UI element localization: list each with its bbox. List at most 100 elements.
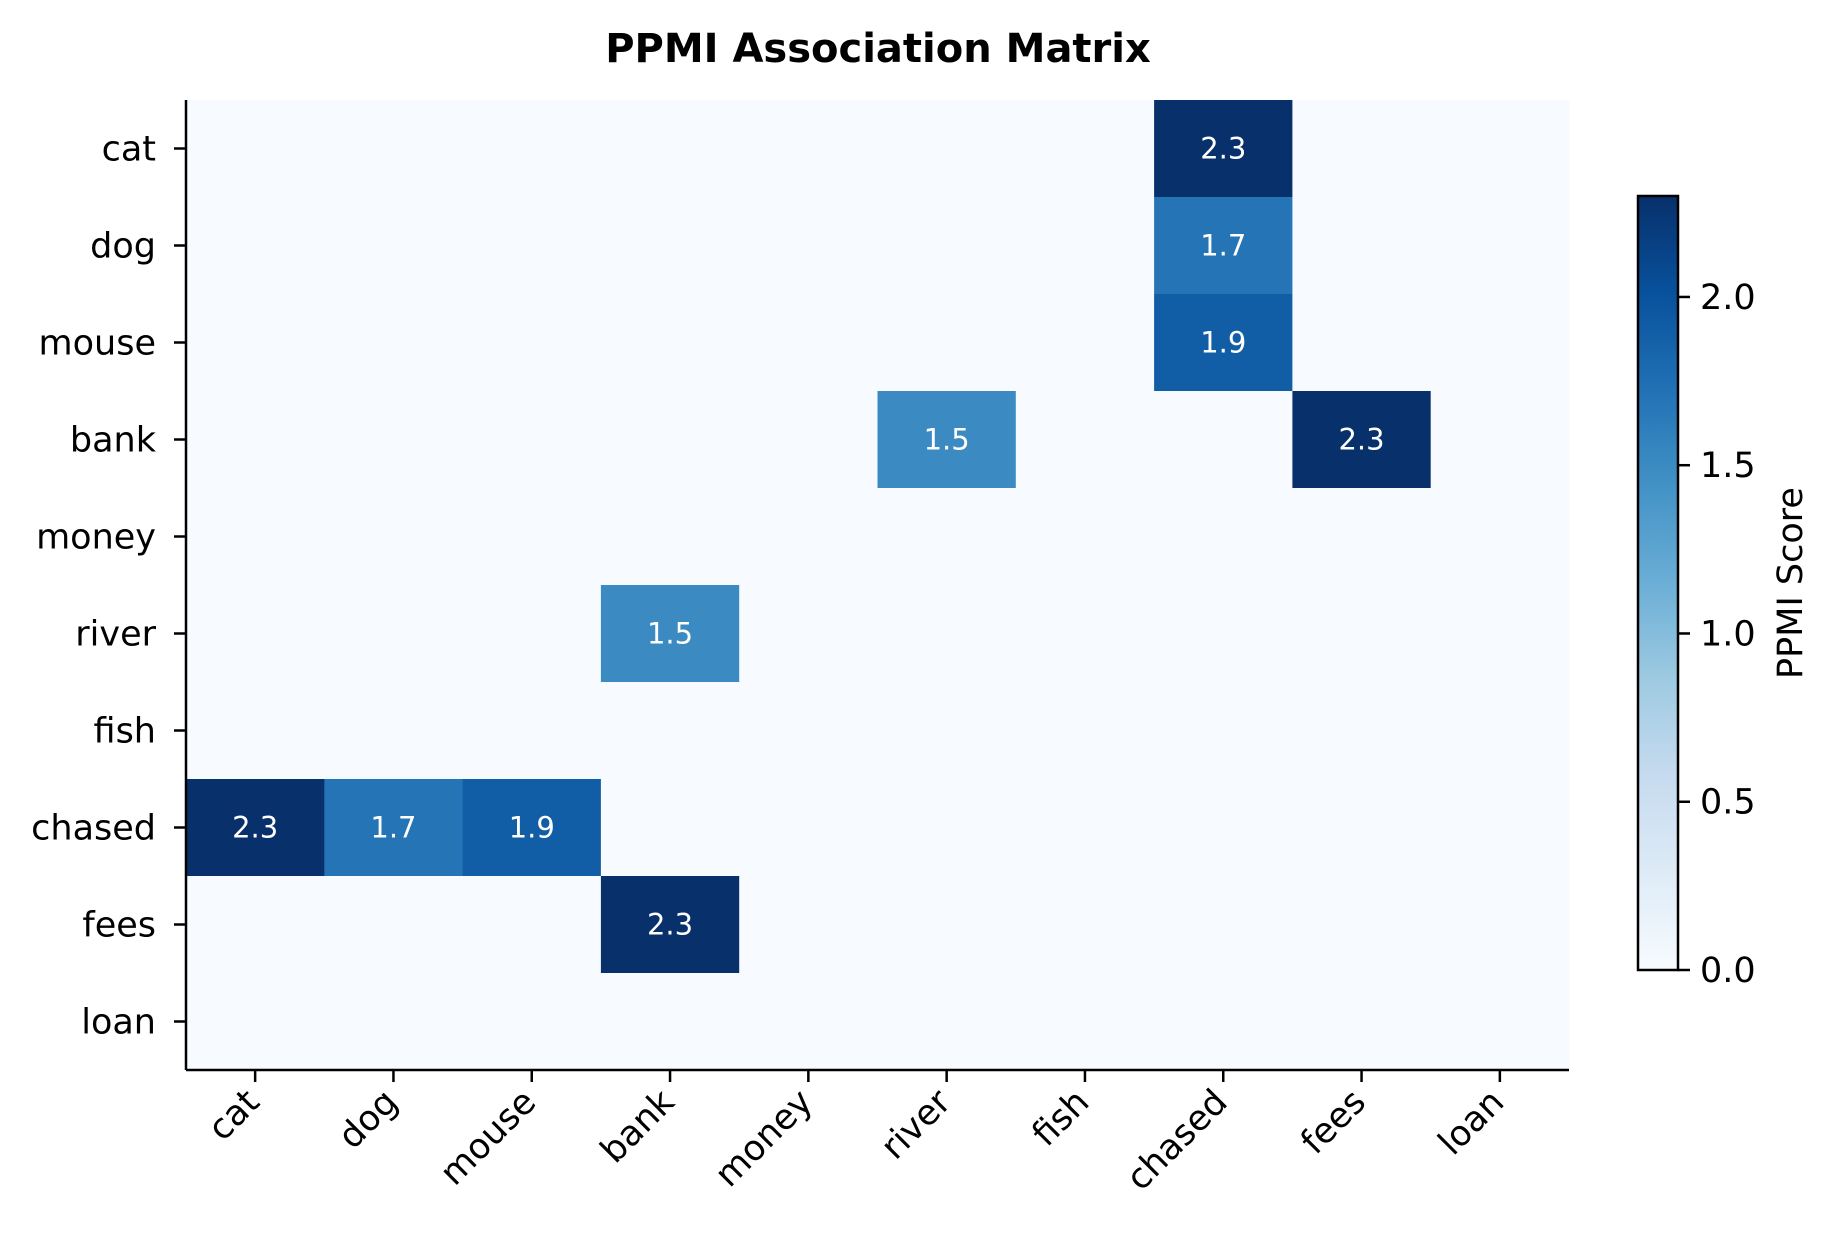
x-tick-label: chased [1119, 1082, 1236, 1199]
heatmap-cell-bank-money [739, 391, 879, 489]
colorbar: 0.0 0.5 1.0 1.5 2.0 [1636, 194, 1756, 991]
heatmap-cell-mouse-mouse [462, 294, 602, 392]
heatmap-cell-fees-fish [1015, 876, 1155, 974]
heatmap-cell-bank-fees [1292, 391, 1432, 489]
cell-value-label: 2.3 [647, 908, 693, 942]
heatmap-cell-money-bank [600, 488, 740, 586]
heatmap-cell-fish-money [739, 682, 879, 780]
heatmap-cell-river-chased [1154, 585, 1293, 683]
heatmap-cell-bank-cat [186, 391, 325, 489]
x-tick-label: money [708, 1082, 821, 1195]
x-tick-label: bank [593, 1082, 683, 1172]
chart-title: PPMI Association Matrix [605, 26, 1151, 72]
heatmap-cell-bank-river [877, 391, 1017, 489]
y-tick-label: cat [102, 130, 156, 170]
colorbar-tick-label: 1.5 [1700, 446, 1756, 486]
heatmap-cell-money-mouse [462, 488, 602, 586]
heatmap-cell-river-bank [600, 585, 740, 683]
heatmap-cell-fish-river [877, 682, 1017, 780]
heatmap-cell-mouse-fish [1015, 294, 1155, 392]
x-tick-label: cat [201, 1082, 268, 1149]
cell-value-label: 1.9 [1200, 326, 1246, 360]
heatmap-cell-fees-fees [1292, 876, 1432, 974]
heatmap-cell-money-fees [1292, 488, 1432, 586]
heatmap-cell-loan-bank [600, 973, 740, 1071]
heatmap-cell-dog-loan [1430, 197, 1570, 295]
heatmap-cell-mouse-river [877, 294, 1017, 392]
heatmap-cell-chased-cat [186, 779, 325, 877]
heatmap-cell-cat-river [877, 100, 1017, 198]
heatmap-cell-chased-money [739, 779, 879, 877]
heatmap-cell-cat-dog [324, 100, 464, 198]
heatmap-cell-fees-cat [186, 876, 325, 974]
heatmap-cell-fish-fees [1292, 682, 1432, 780]
heatmap-cell-fees-bank [600, 876, 740, 974]
x-tick-label: dog [331, 1082, 406, 1157]
heatmap-cell-mouse-money [739, 294, 879, 392]
heatmap-cell-fees-mouse [462, 876, 602, 974]
colorbar-gradient [1636, 194, 1680, 972]
heatmap-cell-money-money [739, 488, 879, 586]
heatmap-cell-river-loan [1430, 585, 1570, 683]
heatmap-cell-mouse-bank [600, 294, 740, 392]
cell-value-label: 1.5 [924, 423, 970, 457]
heatmap-cell-chased-fish [1015, 779, 1155, 877]
heatmap-cell-money-fish [1015, 488, 1155, 586]
heatmap-cell-cat-money [739, 100, 879, 198]
heatmap-cell-dog-money [739, 197, 879, 295]
cell-value-label: 2.3 [232, 811, 278, 845]
x-tick-label: mouse [433, 1082, 544, 1193]
x-tick-label: loan [1431, 1082, 1512, 1163]
heatmap-cell-money-chased [1154, 488, 1293, 586]
heatmap-cell-fish-mouse [462, 682, 602, 780]
x-tick-label: fees [1294, 1082, 1374, 1162]
heatmap-cell-river-fees [1292, 585, 1432, 683]
cell-value-label: 1.9 [509, 811, 555, 845]
colorbar-tick-label: 1.0 [1700, 614, 1756, 654]
heatmap-cell-dog-bank [600, 197, 740, 295]
heatmap-cell-cat-fees [1292, 100, 1432, 198]
heatmap-cell-loan-mouse [462, 973, 602, 1071]
heatmap-cell-cat-bank [600, 100, 740, 198]
heatmap-cell-chased-river [877, 779, 1017, 877]
heatmap-cell-fees-loan [1430, 876, 1570, 974]
heatmap-cell-river-dog [324, 585, 464, 683]
heatmap-cell-fees-river [877, 876, 1017, 974]
heatmap-cell-loan-cat [186, 973, 325, 1071]
heatmap-cell-loan-dog [324, 973, 464, 1071]
heatmap-cell-money-river [877, 488, 1017, 586]
heatmap-cell-chased-mouse [462, 779, 602, 877]
heatmap-cell-money-loan [1430, 488, 1570, 586]
heatmap-cell-loan-fish [1015, 973, 1155, 1071]
colorbar-label: PPMI Score [1771, 487, 1811, 679]
heatmap-cell-fees-money [739, 876, 879, 974]
heatmap-cell-dog-dog [324, 197, 464, 295]
heatmap-cell-cat-mouse [462, 100, 602, 198]
cell-value-label: 1.7 [370, 811, 416, 845]
heatmap-cell-chased-dog [324, 779, 464, 877]
y-tick-label: loan [81, 1003, 156, 1043]
y-tick-label: chased [31, 809, 156, 849]
y-tick-label: fish [94, 712, 156, 752]
heatmap-cell-river-cat [186, 585, 325, 683]
heatmap-cell-bank-dog [324, 391, 464, 489]
heatmap-cell-cat-cat [186, 100, 325, 198]
heatmap-cell-bank-bank [600, 391, 740, 489]
heatmap-cell-dog-river [877, 197, 1017, 295]
heatmap-cell-mouse-cat [186, 294, 325, 392]
heatmap-cell-dog-cat [186, 197, 325, 295]
heatmap-cell-fish-fish [1015, 682, 1155, 780]
heatmap-cell-loan-fees [1292, 973, 1432, 1071]
heatmap-cell-dog-fish [1015, 197, 1155, 295]
heatmap-cell-fish-chased [1154, 682, 1293, 780]
heatmap-cell-chased-bank [600, 779, 740, 877]
heatmap-cell-fish-bank [600, 682, 740, 780]
heatmap-cell-cat-chased [1154, 100, 1293, 198]
y-tick-label: fees [82, 906, 156, 946]
heatmap-cell-fees-chased [1154, 876, 1293, 974]
colorbar-tick-label: 0.0 [1700, 951, 1756, 991]
heatmap-cell-chased-fees [1292, 779, 1432, 877]
heatmap-cell-bank-mouse [462, 391, 602, 489]
heatmap-cell-bank-fish [1015, 391, 1155, 489]
